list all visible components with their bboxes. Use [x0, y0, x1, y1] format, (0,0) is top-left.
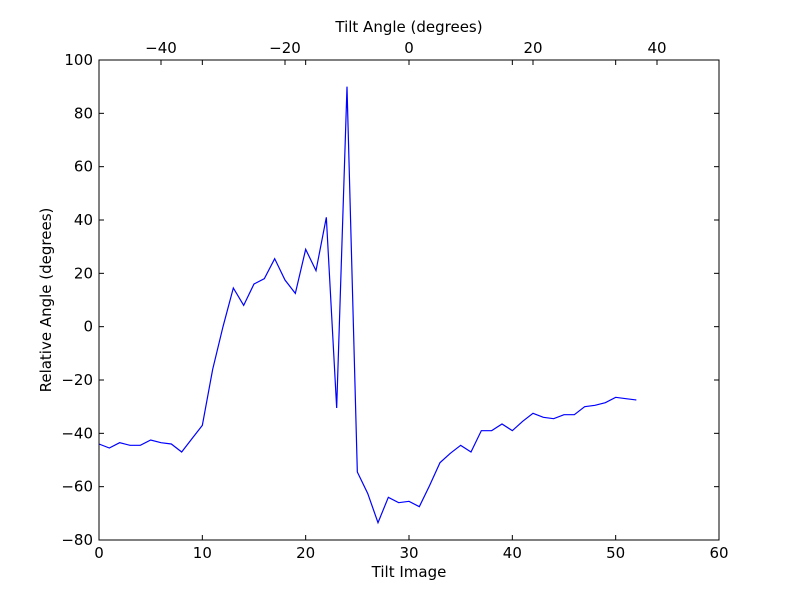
x-tick-label: 10	[193, 544, 212, 562]
top-x-tick-label: 20	[523, 39, 542, 57]
y-tick-label: 100	[64, 51, 93, 69]
y-tick-label: 80	[74, 104, 93, 122]
plot-area	[99, 60, 719, 540]
series-layer	[98, 86, 637, 525]
y-tick-label: −20	[61, 371, 93, 389]
x-tick-label: 30	[399, 544, 418, 562]
series-line	[98, 86, 637, 525]
x-tick-label: 0	[94, 544, 104, 562]
x-tick-label: 40	[503, 544, 522, 562]
top-x-axis-label: Tilt Angle (degrees)	[334, 18, 482, 36]
y-tick-label: 40	[74, 211, 93, 229]
x-axis-label: Tilt Image	[371, 563, 447, 581]
y-tick-label: −40	[61, 424, 93, 442]
y-tick-label: 60	[74, 158, 93, 176]
ticks: 0 10 20 30 40 50 60 −80 −60 −40 −20 0 20 40 60 80 100 −40…	[61, 39, 728, 562]
y-tick-label: 20	[74, 264, 93, 282]
plot-frame	[98, 59, 720, 541]
y-tick-label: −60	[61, 478, 93, 496]
y-tick-label: 0	[83, 318, 93, 336]
y-tick-label: −80	[61, 531, 93, 549]
x-tick-label: 20	[296, 544, 315, 562]
x-tick-label: 60	[709, 544, 728, 562]
top-x-tick-label: 40	[647, 39, 666, 57]
y-axis-label: Relative Angle (degrees)	[37, 208, 55, 393]
top-x-tick-label: −20	[269, 39, 301, 57]
x-tick-label: 50	[606, 544, 625, 562]
top-x-tick-label: −40	[145, 39, 177, 57]
top-x-tick-label: 0	[404, 39, 414, 57]
